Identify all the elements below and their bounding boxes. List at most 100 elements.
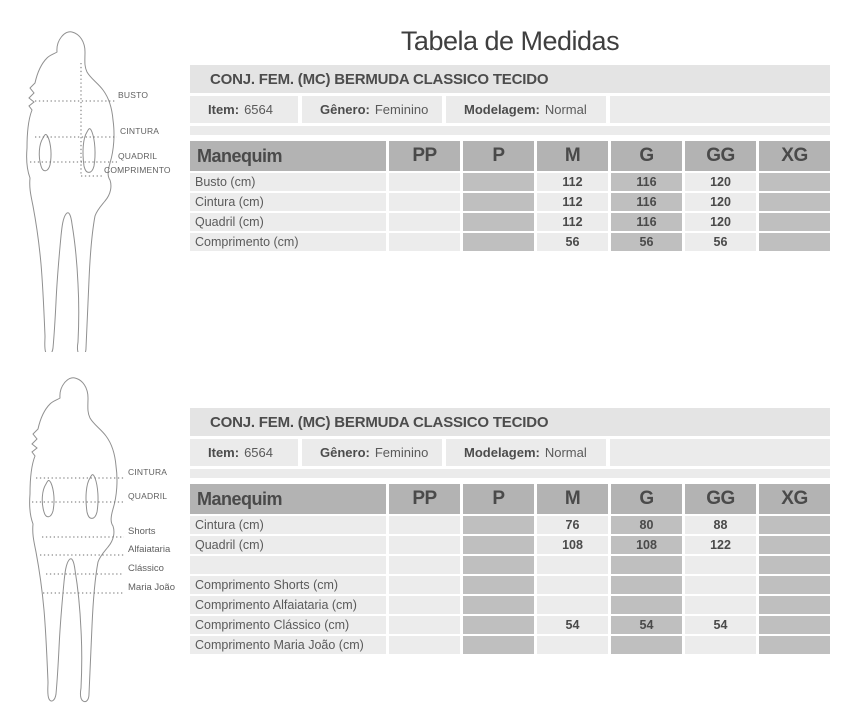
size-value-cell: 112	[537, 193, 608, 211]
size-col-header-xg: XG	[759, 484, 830, 514]
size-value-cell	[759, 536, 830, 554]
size-value-cell: 80	[611, 516, 682, 534]
genero-info-cell: Gênero: Feminino	[302, 439, 442, 466]
female-body-outline	[26, 31, 115, 352]
modelagem-info-value: Normal	[544, 445, 587, 460]
size-value-cell	[389, 596, 460, 614]
size-value-cell: 54	[537, 616, 608, 634]
size-value-cell	[759, 213, 830, 231]
modelagem-info-label: Modelagem:	[464, 102, 540, 117]
item-info-cell: Item: 6564	[190, 439, 298, 466]
product-info-row: Item: 6564 Gênero: Feminino Modelagem: N…	[190, 96, 830, 123]
measure-row-label: Comprimento Maria João (cm)	[190, 636, 386, 654]
item-info-value: 6564	[244, 445, 273, 460]
size-col-header-gg: GG	[685, 141, 756, 171]
size-value-cell	[759, 233, 830, 251]
size-col-header-xg: XG	[759, 141, 830, 171]
measure-row-label: Quadril (cm)	[190, 213, 386, 231]
genero-info-cell: Gênero: Feminino	[302, 96, 442, 123]
modelagem-info-cell: Modelagem: Normal	[446, 96, 606, 123]
measure-row-label: Comprimento (cm)	[190, 233, 386, 251]
size-value-cell	[389, 193, 460, 211]
size-value-cell	[463, 576, 534, 594]
size-value-cell	[389, 516, 460, 534]
size-value-cell	[685, 556, 756, 574]
size-col-header-pp: PP	[389, 484, 460, 514]
genero-info-label: Gênero:	[320, 445, 370, 460]
classico-label: Clássico	[128, 563, 164, 574]
size-value-cell: 108	[537, 536, 608, 554]
modelagem-info-value: Normal	[544, 102, 587, 117]
size-value-cell	[759, 596, 830, 614]
cintura-label: CINTURA	[120, 126, 159, 136]
size-value-cell	[463, 193, 534, 211]
size-col-header-m: M	[537, 484, 608, 514]
size-value-cell	[389, 233, 460, 251]
comprimento-label: COMPRIMENTO	[104, 165, 171, 175]
size-col-header-p: P	[463, 141, 534, 171]
size-value-cell	[389, 636, 460, 654]
maria-joao-label: Maria João	[128, 582, 175, 593]
size-value-cell: 54	[611, 616, 682, 634]
size-value-cell	[537, 596, 608, 614]
size-value-cell	[759, 173, 830, 191]
size-value-cell	[759, 616, 830, 634]
size-value-cell: 116	[611, 193, 682, 211]
size-value-cell: 56	[611, 233, 682, 251]
size-col-header-m: M	[537, 141, 608, 171]
size-value-cell	[389, 576, 460, 594]
size-value-cell: 76	[537, 516, 608, 534]
size-value-cell	[611, 636, 682, 654]
size-value-cell	[759, 193, 830, 211]
item-info-label: Item:	[208, 445, 240, 460]
product-name-bar: CONJ. FEM. (MC) BERMUDA CLASSICO TECIDO	[190, 65, 830, 93]
size-value-cell: 56	[685, 233, 756, 251]
measure-row-label: Quadril (cm)	[190, 536, 386, 554]
product-info-row: Item: 6564 Gênero: Feminino Modelagem: N…	[190, 439, 830, 466]
size-col-header-g: G	[611, 484, 682, 514]
size-table-section-lower: CONJ. FEM. (MC) BERMUDA CLASSICO TECIDO …	[190, 408, 830, 654]
size-value-cell	[537, 576, 608, 594]
size-value-cell	[389, 213, 460, 231]
empty-info-cell	[610, 96, 830, 123]
size-value-cell: 54	[685, 616, 756, 634]
size-value-cell	[611, 596, 682, 614]
measure-row-label: Comprimento Shorts (cm)	[190, 576, 386, 594]
size-value-cell	[389, 556, 460, 574]
measure-row-label: Busto (cm)	[190, 173, 386, 191]
size-value-cell	[463, 636, 534, 654]
cintura-label: CINTURA	[128, 467, 167, 477]
genero-info-label: Gênero:	[320, 102, 370, 117]
measure-row-label: Comprimento Alfaiataria (cm)	[190, 596, 386, 614]
size-value-cell	[611, 556, 682, 574]
alfaiataria-label: Alfaiataria	[128, 544, 171, 555]
female-figure-upper-measurements: BUSTO CINTURA QUADRIL COMPRIMENTO	[26, 31, 171, 352]
size-value-cell	[463, 616, 534, 634]
size-col-header-g: G	[611, 141, 682, 171]
size-value-cell	[463, 596, 534, 614]
size-value-cell	[611, 576, 682, 594]
size-value-cell: 112	[537, 213, 608, 231]
size-value-cell: 56	[537, 233, 608, 251]
measure-row-label: Cintura (cm)	[190, 193, 386, 211]
size-value-cell	[685, 576, 756, 594]
measure-row-label	[190, 556, 386, 574]
measurements-table: Manequim PP P M G GG XG Cintura (cm) 76 80 88 Quadr…	[190, 484, 830, 654]
female-figure-lower-measurements: CINTURA QUADRIL Shorts Alfaiataria Cláss…	[29, 377, 175, 703]
size-value-cell	[463, 516, 534, 534]
quadril-label: QUADRIL	[118, 151, 157, 161]
size-value-cell	[463, 233, 534, 251]
genero-info-value: Feminino	[374, 445, 429, 460]
measurements-table: Manequim PP P M G GG XG Busto (cm) 112 116 120 Cint…	[190, 141, 830, 251]
size-value-cell	[759, 556, 830, 574]
modelagem-info-cell: Modelagem: Normal	[446, 439, 606, 466]
measurement-guide-lines	[32, 477, 124, 594]
size-value-cell: 88	[685, 516, 756, 534]
measure-col-header: Manequim	[190, 484, 386, 514]
item-info-value: 6564	[244, 102, 273, 117]
measure-row-label: Cintura (cm)	[190, 516, 386, 534]
genero-info-value: Feminino	[374, 102, 429, 117]
size-value-cell	[389, 536, 460, 554]
size-value-cell	[759, 516, 830, 534]
